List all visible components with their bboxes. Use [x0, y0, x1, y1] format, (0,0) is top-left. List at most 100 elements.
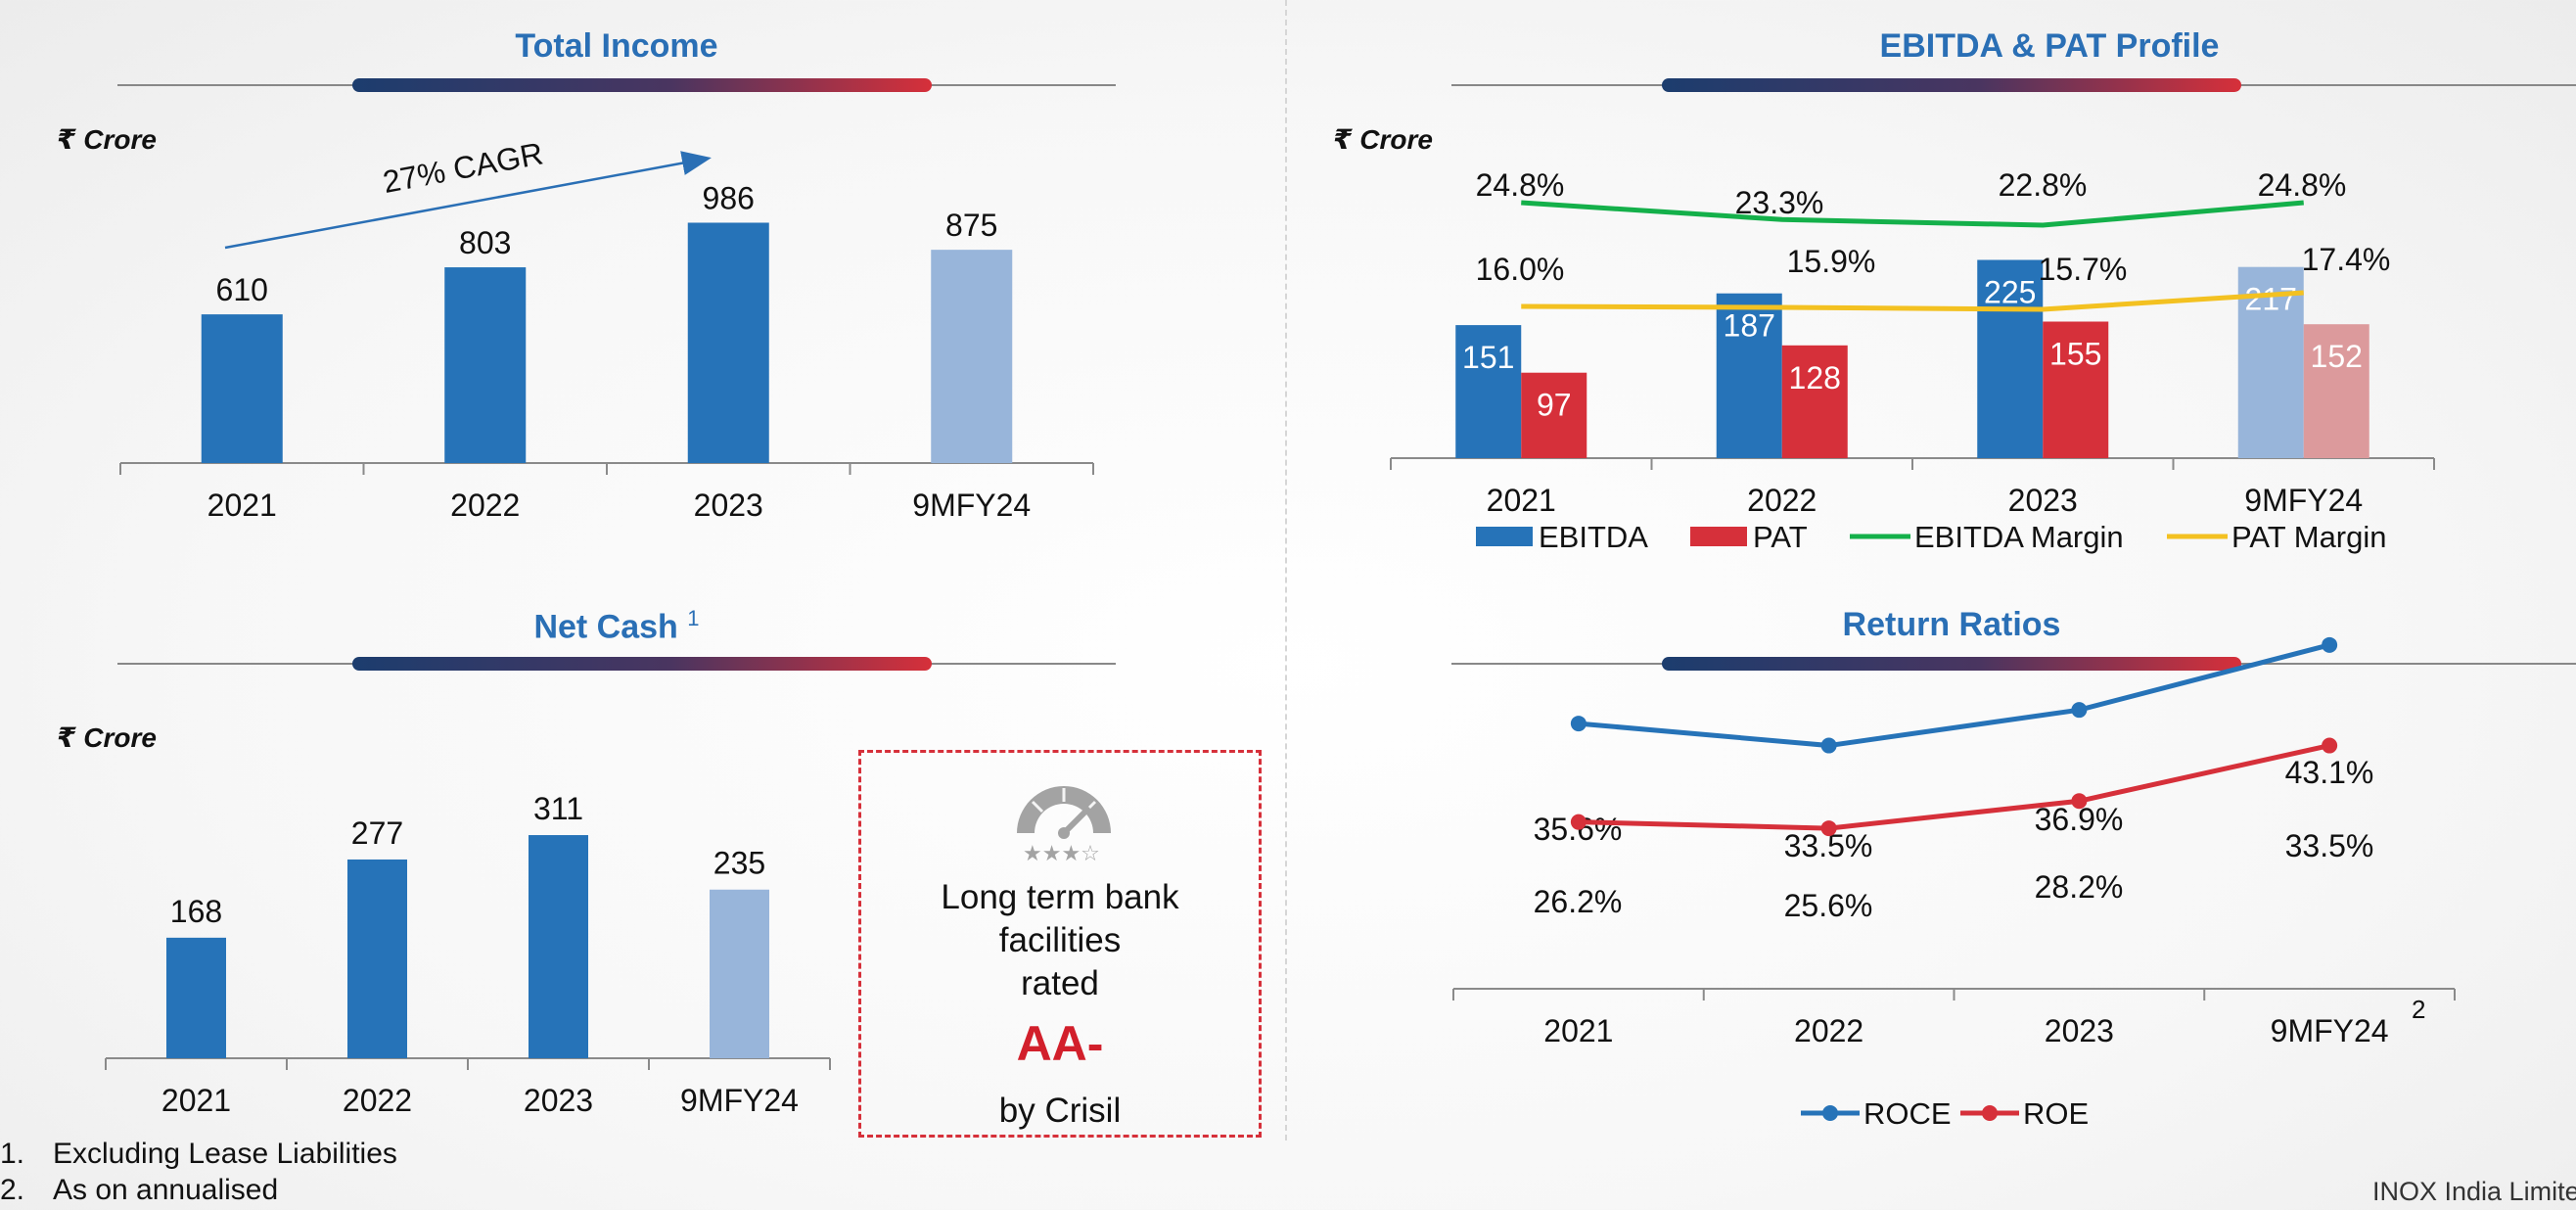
net-cash-title-footnote-mark: 1 — [687, 606, 700, 630]
roe-point — [1820, 820, 1837, 837]
legend-marker-roce — [1822, 1105, 1838, 1121]
roe-line — [1578, 743, 2330, 831]
rating-gauge-icon: ★★★☆ — [1017, 786, 1111, 864]
roe-value-label: 33.5% — [2285, 828, 2374, 863]
legend-label-pat: PAT — [1753, 520, 1808, 554]
ebitda-margin-line — [1521, 200, 2304, 228]
income-bar-2021 — [201, 314, 283, 463]
svg-text:★★★☆: ★★★☆ — [1023, 841, 1100, 864]
income-value-label: 610 — [216, 272, 268, 307]
ebitda-pat-chart: 151 97 2021 187 128 2022 225 155 2023 217 152 9MFY2… — [1390, 167, 2435, 554]
income-category-label: 2021 — [207, 488, 277, 523]
netcash-value-label: 277 — [351, 815, 403, 851]
ebitda-margin-label: 24.8% — [1476, 167, 1565, 203]
panel-divider — [1285, 0, 1287, 1140]
ebitda-pat-title: EBITDA & PAT Profile — [1879, 27, 2220, 65]
netcash-bar-9MFY24 — [710, 889, 769, 1058]
ebitda-margin-label: 23.3% — [1735, 185, 1824, 220]
netcash-category-label: 2022 — [343, 1083, 412, 1118]
pat-bar-2023 — [2043, 321, 2109, 458]
pat-bar-2022 — [1781, 345, 1848, 458]
net-cash-chart: 168 2021 277 2022 311 2023 235 9MFY24 — [105, 791, 831, 1118]
legend-swatch-pat — [1690, 527, 1747, 546]
income-category-label: 2022 — [450, 488, 520, 523]
ebitda-value-label: 217 — [2245, 282, 2297, 317]
footnote-1-number: 1. — [0, 1138, 25, 1170]
ebitda-category-label: 2023 — [2008, 483, 2078, 518]
total-income-unit: ₹ Crore — [57, 124, 157, 155]
netcash-bar-2021 — [166, 937, 226, 1058]
ebitda-pat-unit: ₹ Crore — [1333, 124, 1433, 155]
netcash-category-label: 9MFY24 — [680, 1083, 799, 1118]
netcash-value-label: 235 — [713, 846, 765, 881]
pat-bar-9MFY24 — [2303, 324, 2369, 458]
ebitda-bar-9MFY24 — [2237, 266, 2304, 458]
income-value-label: 986 — [703, 180, 755, 215]
ebitda-margin-label: 22.8% — [1999, 167, 2088, 203]
return-ratios-chart: 35.6%33.5%36.9%43.1%26.2%25.6%28.2%33.5%… — [1452, 636, 2456, 1131]
pat-margin-line — [1521, 290, 2304, 312]
rating-line-1: Long term bank — [941, 878, 1179, 916]
legend-label-ebitda-margin: EBITDA Margin — [1914, 520, 2124, 554]
roce-point — [1570, 716, 1587, 732]
ebitda-category-label: 9MFY24 — [2244, 483, 2363, 518]
footnote-1: 1. Excluding Lease Liabilities — [0, 1138, 397, 1171]
legend-label-ebitda: EBITDA — [1539, 520, 1648, 554]
returns-category-label: 2023 — [2045, 1013, 2114, 1048]
footnote-2: 2. As on annualised — [0, 1174, 278, 1207]
ebitda-bar-2022 — [1716, 293, 1782, 458]
pat-value-label: 155 — [2049, 337, 2101, 372]
roce-point — [2322, 636, 2338, 653]
return-ratios-title: Return Ratios — [1842, 606, 2061, 643]
netcash-bar-2023 — [529, 835, 588, 1058]
roe-point — [2071, 793, 2088, 810]
income-bar-9MFY24 — [931, 250, 1013, 463]
ebitda-value-label: 187 — [1724, 308, 1775, 344]
ebitda-bar-2023 — [1977, 259, 2044, 458]
pat-margin-label: 16.0% — [1476, 252, 1565, 287]
netcash-category-label: 2021 — [161, 1083, 231, 1118]
netcash-value-label: 311 — [533, 791, 583, 826]
income-bar-2023 — [687, 222, 769, 463]
ebitda-category-label: 2021 — [1487, 483, 1556, 518]
rating-grade: AA- — [1016, 1016, 1104, 1071]
ebitda-value-label: 151 — [1462, 340, 1514, 375]
ebitda-value-label: 225 — [1984, 275, 2036, 310]
legend-label-pat-margin: PAT Margin — [2231, 520, 2387, 554]
netcash-value-label: 168 — [170, 894, 222, 929]
legend-marker-roe — [1982, 1105, 1998, 1121]
cagr-arrow — [224, 151, 712, 250]
brand-name: INOX India Limited — [2372, 1177, 2576, 1206]
returns-footnote-mark: 2 — [2412, 995, 2425, 1024]
pat-bar-2021 — [1521, 372, 1587, 458]
roce-line — [1578, 642, 2330, 749]
income-category-label: 9MFY24 — [912, 488, 1031, 523]
pat-margin-label: 15.7% — [2039, 252, 2128, 287]
roce-point — [1820, 737, 1837, 754]
legend-swatch-ebitda — [1476, 527, 1533, 546]
returns-category-label: 2021 — [1543, 1013, 1613, 1048]
net-cash-title-text: Net Cash — [533, 608, 678, 646]
pat-value-label: 152 — [2311, 339, 2363, 374]
ebitda-bar-2021 — [1455, 325, 1522, 458]
rating-agency: by Crisil — [998, 1092, 1122, 1130]
footnote-2-number: 2. — [0, 1174, 25, 1206]
netcash-category-label: 2023 — [524, 1083, 593, 1118]
ebitda-margin-label: 24.8% — [2258, 167, 2347, 203]
returns-category-label: 2022 — [1794, 1013, 1863, 1048]
footnote-1-text: Excluding Lease Liabilities — [53, 1138, 397, 1170]
return-ratios-title-accent — [1662, 657, 2241, 671]
netcash-bar-2022 — [347, 859, 407, 1058]
credit-rating-box: ★★★☆ Long term bank facilities rated AA-… — [858, 750, 1262, 1138]
roce-value-label: 43.1% — [2285, 755, 2374, 790]
rating-line-2: facilities — [998, 921, 1122, 959]
legend-label-roe: ROE — [2023, 1096, 2089, 1131]
pat-value-label: 128 — [1789, 360, 1841, 396]
ebitda-category-label: 2022 — [1747, 483, 1817, 518]
roe-value-label: 25.6% — [1784, 888, 1873, 923]
roe-point — [2322, 737, 2338, 754]
income-value-label: 875 — [945, 208, 997, 243]
ebitda-pat-title-accent — [1662, 78, 2241, 92]
roe-value-label: 28.2% — [2035, 869, 2124, 905]
